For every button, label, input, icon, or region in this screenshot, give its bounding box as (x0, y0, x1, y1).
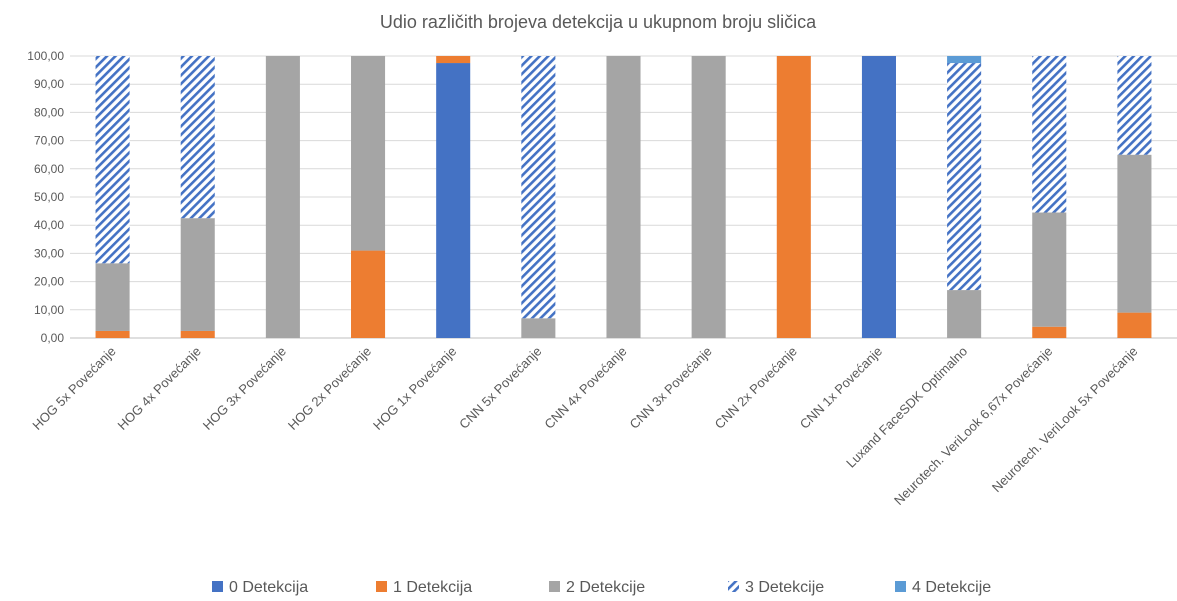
y-tick-label: 10,00 (34, 303, 64, 317)
bar-segment (351, 250, 386, 338)
x-tick-label: HOG 3x Povećanje (200, 344, 289, 433)
y-tick-label: 60,00 (34, 162, 64, 176)
x-tick-label: CNN 1x Povećanje (797, 344, 885, 432)
y-tick-label: 40,00 (34, 218, 64, 232)
x-tick-label: HOG 4x Povećanje (115, 344, 204, 433)
x-tick-label: CNN 4x Povećanje (541, 344, 629, 432)
bar-segment (521, 56, 556, 319)
bar-segment (351, 56, 386, 251)
bar-segment (521, 318, 556, 338)
bar-segment (1117, 312, 1152, 338)
y-tick-label: 70,00 (34, 134, 64, 148)
bar-segment (947, 63, 982, 291)
bar-segment (861, 56, 896, 338)
bar-segment (691, 56, 726, 338)
y-tick-label: 100,00 (27, 49, 64, 63)
bar-segment (436, 56, 471, 64)
legend-label: 2 Detekcije (566, 579, 645, 596)
legend: 0 Detekcija 1 Detekcija 2 Detekcije 3 Detek… (212, 579, 991, 596)
bar-segment (1117, 154, 1152, 313)
bar-segment (436, 63, 471, 339)
bar-segment (180, 218, 215, 331)
bar-segment (1117, 56, 1152, 155)
x-tick-label: Neurotech. VeriLook 5x Povećanje (989, 344, 1141, 496)
x-tick-label: CNN 3x Povećanje (627, 344, 715, 432)
bars (95, 56, 1152, 339)
x-tick-label: Neurotech. VeriLook 6,67x Povećanje (891, 344, 1055, 508)
y-tick-label: 90,00 (34, 77, 64, 91)
x-tick-label: HOG 5x Povećanje (29, 344, 118, 433)
bar-segment (606, 56, 641, 338)
x-tick-label: HOG 1x Povećanje (370, 344, 459, 433)
bar-segment (180, 56, 215, 219)
bar-segment (947, 290, 982, 338)
bar-segment (265, 56, 300, 338)
y-tick-label: 80,00 (34, 105, 64, 119)
y-axis-ticks: 0,00 10,00 20,00 30,00 40,00 50,00 60,00 70,00 8… (27, 49, 64, 345)
x-tick-label: CNN 2x Povećanje (712, 344, 800, 432)
legend-swatch (728, 581, 739, 592)
bar-segment (95, 263, 130, 331)
legend-label: 0 Detekcija (229, 579, 308, 596)
bar-segment (1032, 326, 1067, 338)
bar-segment (1032, 56, 1067, 213)
legend-label: 4 Detekcije (912, 579, 991, 596)
x-tick-label: CNN 5x Povećanje (456, 344, 544, 432)
legend-swatch (549, 581, 560, 592)
legend-label: 3 Detekcije (745, 579, 824, 596)
bar-segment (95, 330, 130, 338)
chart-title: Udio različith brojeva detekcija u ukupn… (380, 12, 817, 32)
y-tick-label: 0,00 (41, 331, 65, 345)
bar-segment (776, 56, 811, 338)
legend-label: 1 Detekcija (393, 579, 472, 596)
bar-segment (1032, 212, 1067, 327)
x-tick-label: HOG 2x Povećanje (285, 344, 374, 433)
y-tick-label: 30,00 (34, 246, 64, 260)
legend-swatch (895, 581, 906, 592)
bar-segment (95, 56, 130, 264)
y-tick-label: 50,00 (34, 190, 64, 204)
bar-segment (947, 56, 982, 64)
legend-swatch (212, 581, 223, 592)
y-tick-label: 20,00 (34, 275, 64, 289)
bar-segment (180, 330, 215, 338)
legend-swatch (376, 581, 387, 592)
